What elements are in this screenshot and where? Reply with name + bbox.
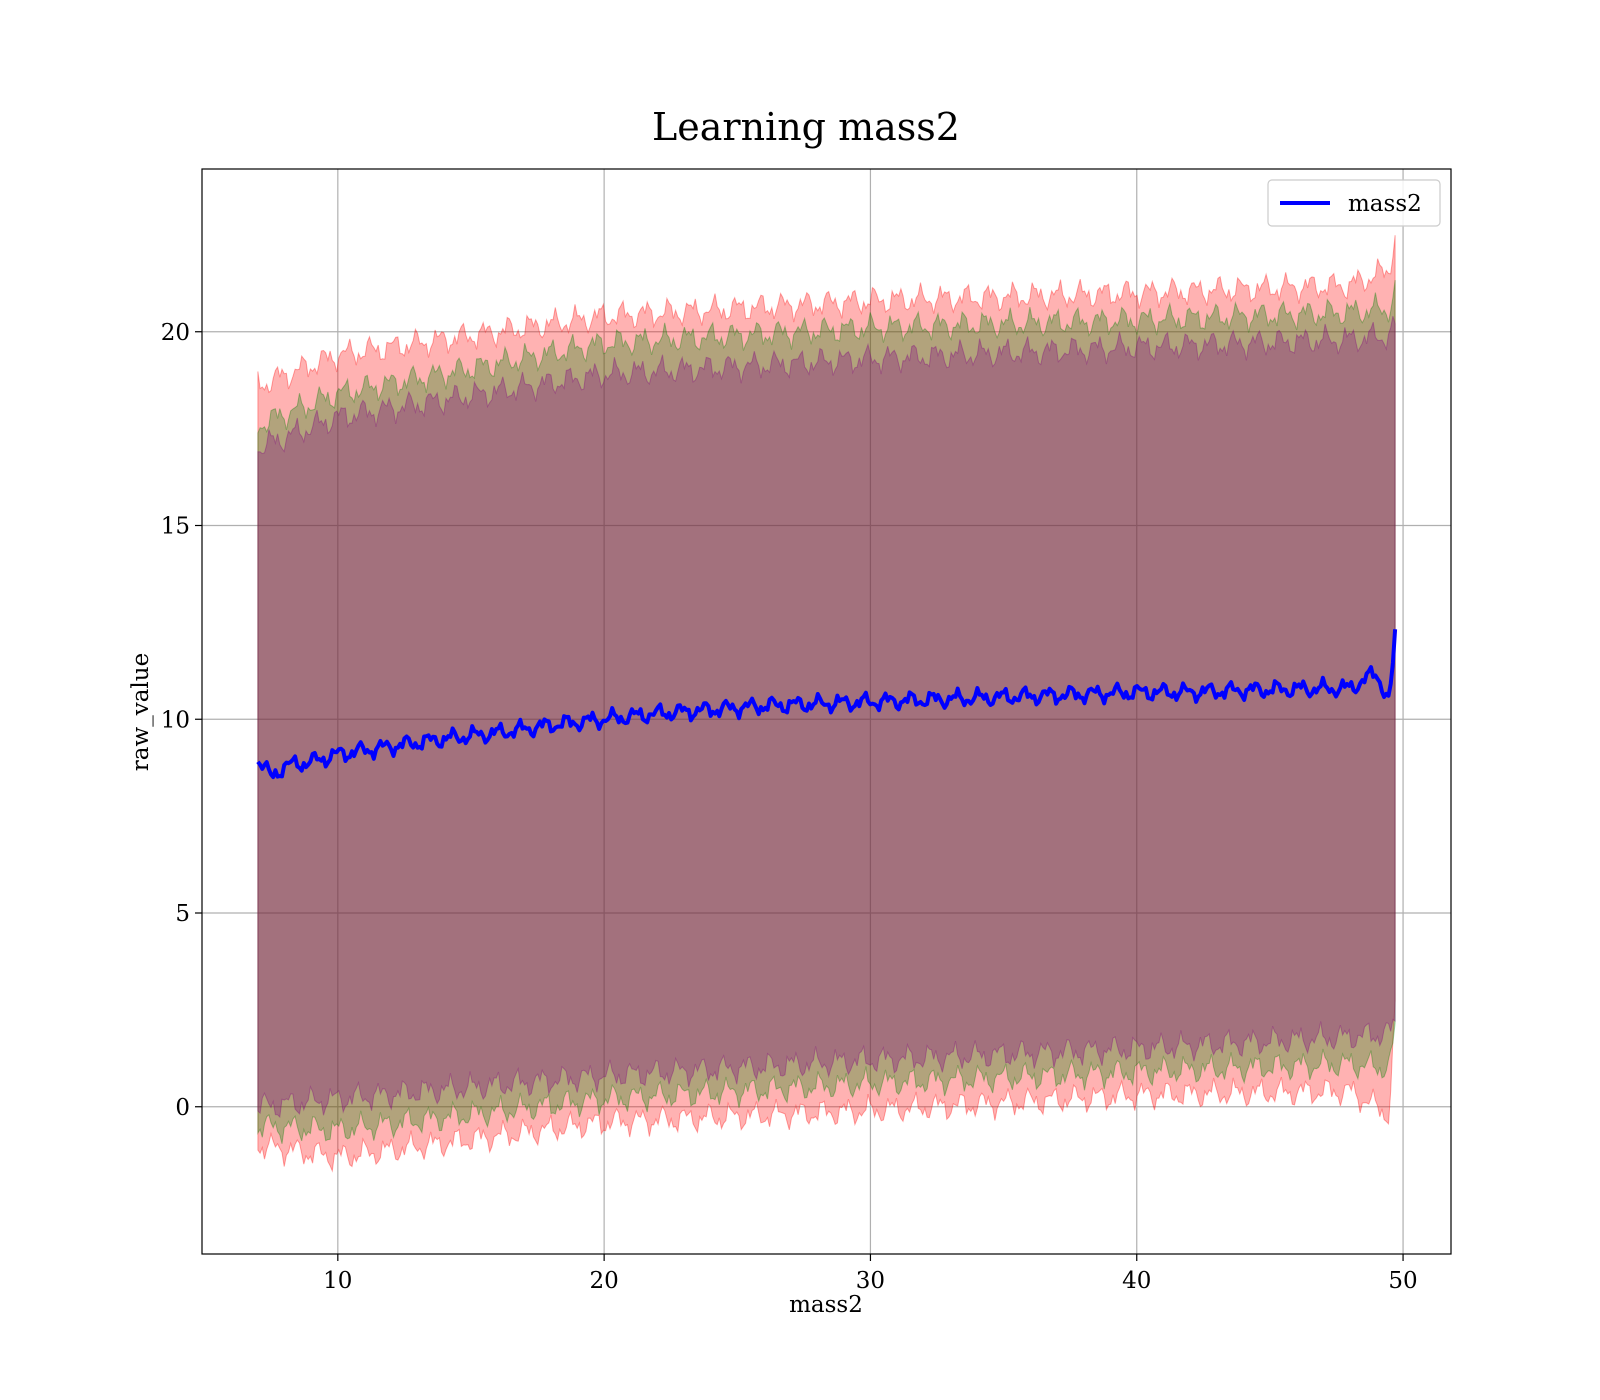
y-tick-label: 5	[175, 901, 190, 927]
tick-layer: 10 20 30 40 50 0 5 10 15 20	[161, 320, 1418, 1294]
legend-label-mass2: mass2	[1348, 191, 1422, 217]
y-tick-label: 15	[161, 514, 190, 540]
x-tick-label: 50	[1388, 1268, 1417, 1294]
x-axis-label: mass2	[789, 1292, 863, 1318]
band-area-2	[257, 316, 1396, 1119]
band-area-1	[257, 280, 1396, 1144]
line-layer	[256, 629, 1398, 780]
x-tick-label: 40	[1122, 1268, 1151, 1294]
y-tick-label: 10	[161, 707, 190, 733]
series-line-mass2	[256, 629, 1398, 780]
x-tick-label: 30	[856, 1268, 885, 1294]
chart-title: Learning mass2	[652, 105, 960, 149]
x-tick-label: 10	[323, 1268, 352, 1294]
grid-layer	[202, 169, 1451, 1254]
y-axis-label: raw_value	[128, 653, 154, 771]
legend-box	[1267, 179, 1441, 227]
y-tick-label: 20	[161, 320, 190, 346]
x-tick-label: 20	[589, 1268, 618, 1294]
y-tick-label: 0	[175, 1095, 190, 1121]
plot-frame	[201, 168, 1452, 1255]
legend: mass2	[1267, 179, 1441, 227]
